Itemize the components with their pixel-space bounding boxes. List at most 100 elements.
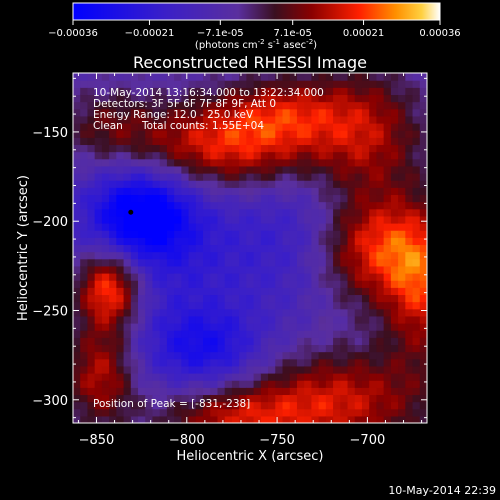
heatmap-cell: [116, 280, 125, 288]
heatmap-cell: [174, 115, 182, 124]
heatmap-cell: [138, 280, 146, 288]
heatmap-cell: [138, 123, 146, 131]
heatmap-cell: [123, 87, 132, 96]
heatmap-cell: [412, 330, 421, 338]
heatmap-cell: [289, 115, 298, 124]
heatmap-cell: [174, 380, 182, 388]
heatmap-cell: [412, 87, 421, 96]
heatmap-cell: [94, 294, 103, 303]
heatmap-cell: [224, 251, 233, 260]
heatmap-cell: [109, 365, 117, 374]
heatmap-cell: [73, 265, 81, 274]
heatmap-cell: [109, 294, 117, 303]
heatmap-cell: [166, 265, 175, 274]
heatmap-cell: [181, 180, 190, 188]
heatmap-cell: [123, 401, 132, 410]
heatmap-cell: [361, 380, 370, 388]
heatmap-cell: [354, 223, 363, 231]
heatmap-cell: [333, 323, 341, 331]
heatmap-cell: [260, 201, 269, 210]
heatmap-cell: [174, 130, 182, 138]
heatmap-cell: [260, 230, 269, 238]
heatmap-cell: [347, 187, 356, 196]
heatmap-cell: [253, 130, 262, 138]
heatmap-cell: [253, 101, 262, 110]
heatmap-cell: [296, 244, 305, 253]
heatmap-cell: [282, 351, 291, 360]
heatmap-cell: [383, 101, 392, 110]
heatmap-cell: [268, 394, 276, 403]
heatmap-cell: [145, 315, 154, 324]
heatmap-cell: [224, 294, 233, 303]
heatmap-cell: [333, 144, 341, 153]
heatmap-cell: [333, 130, 341, 138]
heatmap-cell: [318, 94, 327, 103]
heatmap-cell: [419, 315, 427, 324]
heatmap-cell: [152, 151, 161, 160]
heatmap-cell: [231, 373, 240, 381]
heatmap-cell: [181, 208, 190, 217]
heatmap-cell: [152, 294, 161, 303]
heatmap-cell: [390, 394, 399, 403]
heatmap-cell: [174, 87, 182, 96]
heatmap-cell: [398, 415, 406, 423]
heatmap-cell: [101, 201, 110, 210]
heatmap-cell: [152, 265, 161, 274]
heatmap-cell: [101, 294, 110, 303]
heatmap-cell: [101, 115, 110, 124]
heatmap-cell: [217, 123, 226, 131]
heatmap-cell: [239, 144, 247, 153]
heatmap-cell: [80, 323, 89, 331]
heatmap-cell: [275, 280, 284, 288]
heatmap-cell: [181, 373, 190, 381]
heatmap-cell: [376, 101, 385, 110]
heatmap-cell: [101, 173, 110, 181]
heatmap-cell: [405, 323, 414, 331]
heatmap-cell: [87, 73, 96, 81]
heatmap-cell: [224, 308, 233, 317]
heatmap-cell: [239, 415, 247, 423]
heatmap-cell: [138, 273, 146, 281]
heatmap-cell: [412, 415, 421, 423]
heatmap-cell: [412, 273, 421, 281]
heatmap-cell: [195, 94, 204, 103]
heatmap-cell: [123, 394, 132, 403]
heatmap-cell: [109, 273, 117, 281]
heatmap-cell: [304, 215, 312, 224]
heatmap-cell: [217, 315, 226, 324]
heatmap-cell: [195, 358, 204, 367]
heatmap-cell: [203, 144, 211, 153]
heatmap-cell: [188, 344, 197, 353]
heatmap-cell: [217, 401, 226, 410]
heatmap-cell: [116, 165, 125, 174]
heatmap-cell: [239, 408, 247, 417]
heatmap-cell: [275, 415, 284, 423]
heatmap-cell: [340, 173, 349, 181]
heatmap-cell: [101, 337, 110, 346]
heatmap-cell: [138, 108, 146, 117]
heatmap-cell: [203, 280, 211, 288]
heatmap-cell: [398, 123, 406, 131]
heatmap-cell: [94, 223, 103, 231]
heatmap-cell: [311, 201, 320, 210]
heatmap-cell: [145, 230, 154, 238]
heatmap-cell: [224, 187, 233, 196]
heatmap-cell: [80, 387, 89, 396]
heatmap-cell: [390, 201, 399, 210]
heatmap-cell: [116, 151, 125, 160]
heatmap-cell: [419, 101, 427, 110]
heatmap-cell: [296, 358, 305, 367]
heatmap-cell: [181, 137, 190, 146]
heatmap-cell: [123, 123, 132, 131]
heatmap-cell: [174, 165, 182, 174]
heatmap-cell: [347, 73, 356, 81]
heatmap-cell: [412, 351, 421, 360]
heatmap-cell: [275, 273, 284, 281]
heatmap-cell: [231, 158, 240, 167]
heatmap-cell: [383, 287, 392, 296]
y-axis: −150−200−250−300: [32, 77, 427, 419]
heatmap-cell: [405, 194, 414, 203]
heatmap-cell: [361, 223, 370, 231]
heatmap-cell: [289, 265, 298, 274]
heatmap-cell: [231, 244, 240, 253]
